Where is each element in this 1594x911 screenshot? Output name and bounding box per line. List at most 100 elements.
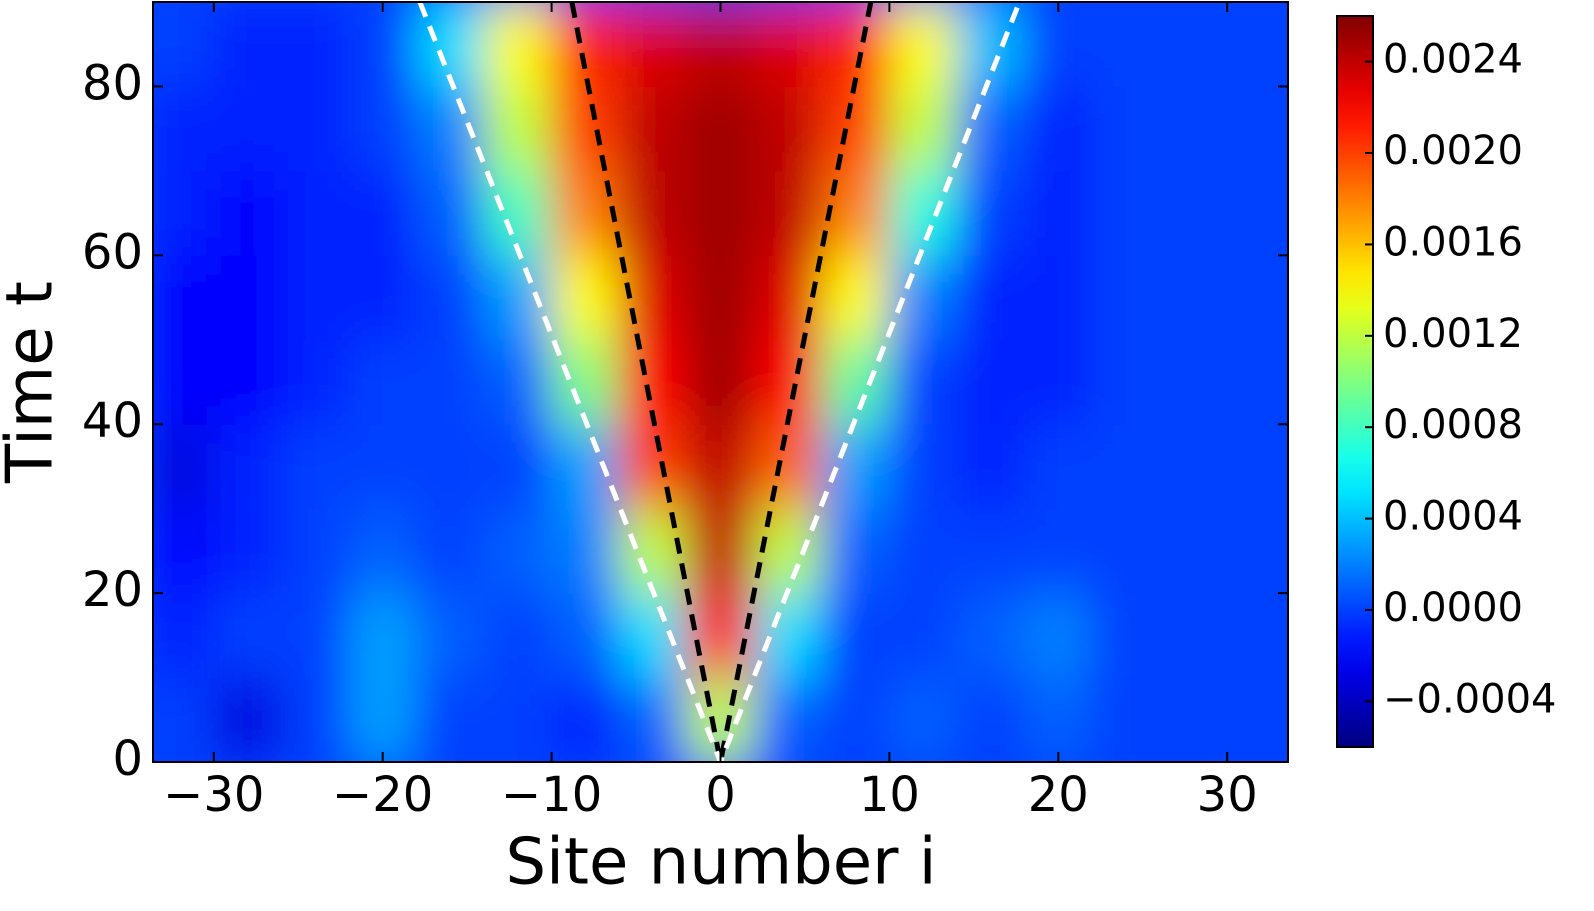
heatmap-cell — [753, 592, 823, 679]
y-tick-label: 80 — [82, 55, 143, 111]
heatmap-cell — [821, 423, 890, 510]
x-tick-label: −10 — [501, 767, 602, 823]
heatmap-cell — [956, 170, 1026, 256]
heatmap-cell — [753, 677, 823, 762]
heatmap-cell — [415, 423, 485, 510]
heatmap-cell — [1024, 508, 1093, 594]
heatmap-cell — [415, 254, 485, 341]
heatmap-cell — [821, 85, 890, 172]
heatmap-cell — [280, 592, 350, 679]
x-tick-label: 20 — [1028, 767, 1089, 823]
heatmap-cell — [483, 423, 553, 510]
heatmap-cell — [1226, 339, 1288, 425]
heatmap-cell — [1159, 85, 1228, 172]
heatmap-cell — [1159, 508, 1228, 594]
cone-line — [417, 2, 1022, 762]
heatmap-cell — [483, 170, 553, 256]
heatmap-cell — [1226, 592, 1288, 679]
heatmap-cell — [618, 85, 688, 172]
x-tick-label: 30 — [1197, 767, 1258, 823]
heatmap-cell — [280, 677, 350, 762]
heatmap-cell — [1226, 508, 1288, 594]
heatmap-cell — [1159, 423, 1228, 510]
heatmap-cell — [348, 2, 417, 87]
heatmap-cell — [686, 339, 755, 425]
heatmap-cell — [686, 677, 755, 762]
heatmap-cell — [753, 85, 823, 172]
heatmap-cell — [1024, 423, 1093, 510]
heatmap-cell — [1226, 677, 1288, 762]
heatmap-cell — [348, 423, 417, 510]
heatmap-cell — [280, 339, 350, 425]
heatmap-cell — [753, 254, 823, 341]
heatmap-cell — [1024, 592, 1093, 679]
heatmap-cell — [1091, 85, 1161, 172]
heatmap-cell — [1091, 339, 1161, 425]
heatmap-cell — [348, 85, 417, 172]
heatmap-cell — [618, 592, 688, 679]
heatmap-cell — [483, 2, 553, 87]
heatmap-cell — [956, 677, 1026, 762]
heatmap — [153, 2, 1288, 762]
heatmap-cell — [415, 85, 485, 172]
heatmap-cell — [153, 677, 215, 762]
heatmap-cell — [956, 508, 1026, 594]
heatmap-cell — [1024, 254, 1093, 341]
plot-area — [153, 2, 1288, 762]
heatmap-cell — [1159, 254, 1228, 341]
heatmap-cell — [213, 170, 282, 256]
heatmap-cell — [153, 592, 215, 679]
heatmap-cell — [1159, 170, 1228, 256]
heatmap-cell — [686, 2, 755, 87]
heatmap-cell — [1159, 2, 1228, 87]
heatmap-cell — [483, 339, 553, 425]
heatmap-cell — [483, 254, 553, 341]
heatmap-cell — [483, 85, 553, 172]
heatmap-cell — [415, 592, 485, 679]
heatmap-cell — [1226, 423, 1288, 510]
heatmap-cell — [1091, 2, 1161, 87]
heatmap-cell — [153, 254, 215, 341]
heatmap-cell — [551, 592, 620, 679]
heatmap-cell — [483, 592, 553, 679]
heatmap-cell — [1024, 85, 1093, 172]
heatmap-cell — [753, 423, 823, 510]
heatmap-cell — [551, 423, 620, 510]
heatmap-cell — [348, 254, 417, 341]
heatmap-cell — [551, 508, 620, 594]
x-tick-label: −20 — [332, 767, 433, 823]
heatmap-cell — [888, 339, 958, 425]
heatmap-cell — [213, 254, 282, 341]
heatmap-cell — [821, 254, 890, 341]
heatmap-cell — [686, 85, 755, 172]
heatmap-cell — [415, 508, 485, 594]
heatmap-cell — [1226, 2, 1288, 87]
heatmap-cell — [888, 508, 958, 594]
heatmap-cell — [280, 423, 350, 510]
x-tick-label: −30 — [163, 767, 264, 823]
colorbar-tick-label: 0.0024 — [1383, 37, 1523, 83]
heatmap-cell — [956, 339, 1026, 425]
heatmap-cell — [213, 508, 282, 594]
heatmap-cell — [821, 339, 890, 425]
heatmap-cell — [280, 170, 350, 256]
colorbar-tick-label: −0.0004 — [1383, 676, 1556, 722]
heatmap-cell — [213, 85, 282, 172]
heatmap-cell — [956, 423, 1026, 510]
heatmap-cell — [1024, 677, 1093, 762]
heatmap-cell — [551, 254, 620, 341]
heatmap-cell — [821, 677, 890, 762]
heatmap-cell — [1226, 85, 1288, 172]
heatmap-cell — [348, 677, 417, 762]
heatmap-cell — [618, 2, 688, 87]
heatmap-cell — [1091, 508, 1161, 594]
heatmap-cell — [1159, 339, 1228, 425]
heatmap-cell — [888, 423, 958, 510]
heatmap-cell — [153, 339, 215, 425]
heatmap-cell — [888, 677, 958, 762]
heatmap-cell — [213, 339, 282, 425]
heatmap-cell — [1024, 339, 1093, 425]
heatmap-cell — [551, 2, 620, 87]
heatmap-cell — [956, 85, 1026, 172]
heatmap-cell — [348, 508, 417, 594]
